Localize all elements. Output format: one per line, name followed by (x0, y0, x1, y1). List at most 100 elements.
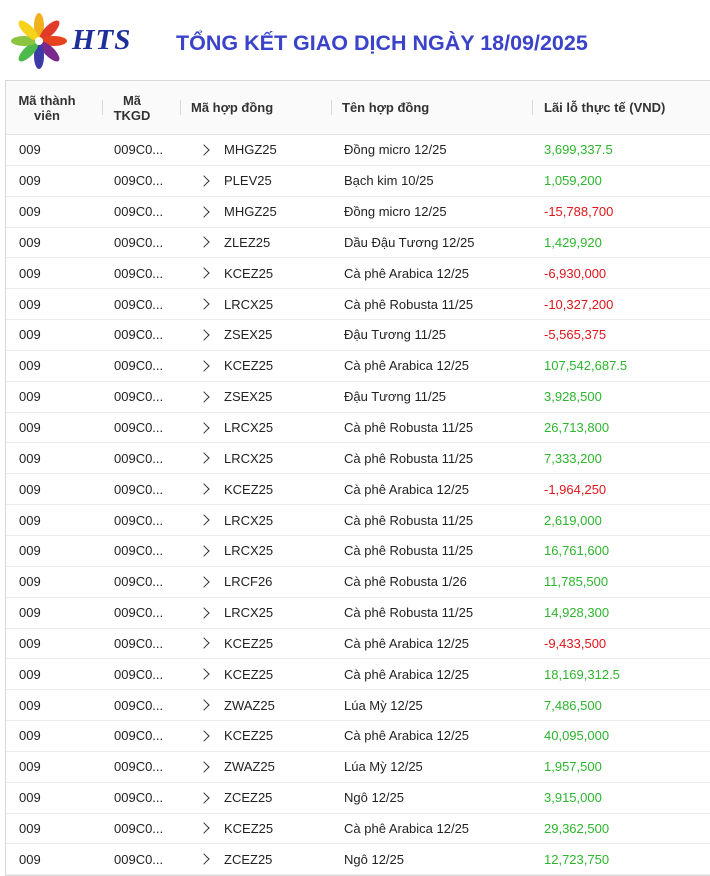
expand-chevron-icon[interactable] (196, 567, 212, 597)
column-header-pnl[interactable]: Lãi lỗ thực tế (VND) (544, 100, 666, 115)
member-code: 009 (19, 265, 41, 281)
contract-code: KCEZ25 (224, 820, 274, 836)
contract-name: Cà phê Robusta 11/25 (344, 420, 474, 436)
account-code: 009C0... (114, 173, 164, 189)
contract-code: MHGZ25 (224, 204, 277, 220)
account-code: 009C0... (114, 481, 164, 497)
expand-chevron-icon[interactable] (196, 351, 212, 381)
contract-code: ZSEX25 (224, 389, 273, 405)
expand-chevron-icon[interactable] (196, 443, 212, 473)
expand-chevron-icon[interactable] (196, 166, 212, 196)
expand-chevron-icon[interactable] (196, 505, 212, 535)
contract-code: LRCX25 (224, 450, 274, 466)
expand-chevron-icon[interactable] (196, 289, 212, 319)
column-header-member[interactable]: Mã thành viên (12, 81, 82, 134)
expand-chevron-icon[interactable] (196, 690, 212, 720)
member-code: 009 (19, 512, 41, 528)
table-row[interactable]: 009 009C0... MHGZ25 Đồng micro 12/25 3,699,3… (6, 135, 710, 166)
table-row[interactable]: 009 009C0... LRCX25 Cà phê Robusta 11/25 14,… (6, 598, 710, 629)
realized-pnl: 3,928,500 (544, 389, 602, 405)
contract-code: ZCEZ25 (224, 851, 273, 867)
column-header-contract-name[interactable]: Tên hợp đồng (342, 100, 430, 115)
table-row[interactable]: 009 009C0... KCEZ25 Cà phê Arabica 12/25 -9,… (6, 629, 710, 660)
contract-name: Lúa Mỳ 12/25 (344, 697, 423, 713)
table-row[interactable]: 009 009C0... KCEZ25 Cà phê Arabica 12/25 -6,… (6, 258, 710, 290)
table-row[interactable]: 009 009C0... KCEZ25 Cà phê Arabica 12/25 29,… (6, 814, 710, 845)
table-row[interactable]: 009 009C0... LRCX25 Cà phê Robusta 11/25 7,3… (6, 443, 710, 475)
table-row[interactable]: 009 009C0... ZCEZ25 Ngô 12/25 12,723,750 (6, 844, 710, 875)
expand-chevron-icon[interactable] (196, 721, 212, 751)
contract-name: Cà phê Robusta 11/25 (344, 450, 474, 466)
expand-chevron-icon[interactable] (196, 659, 212, 689)
table-row[interactable]: 009 009C0... KCEZ25 Cà phê Arabica 12/25 40,… (6, 721, 710, 752)
column-header-account-line1: Mã (122, 92, 142, 108)
member-code: 009 (19, 851, 41, 867)
account-code: 009C0... (114, 358, 164, 374)
realized-pnl: 14,928,300 (544, 605, 610, 621)
realized-pnl: 26,713,800 (544, 420, 610, 436)
expand-chevron-icon[interactable] (196, 598, 212, 628)
column-divider (331, 100, 332, 115)
contract-name: Cà phê Robusta 11/25 (344, 605, 474, 621)
expand-chevron-icon[interactable] (196, 814, 212, 844)
contract-name: Dầu Đậu Tương 12/25 (344, 234, 475, 250)
contract-name: Đậu Tương 11/25 (344, 389, 447, 405)
column-header-contract-code[interactable]: Mã hợp đồng (191, 100, 274, 115)
contract-name: Đồng micro 12/25 (344, 142, 447, 158)
account-code: 009C0... (114, 574, 164, 590)
expand-chevron-icon[interactable] (196, 413, 212, 443)
table-row[interactable]: 009 009C0... ZLEZ25 Dầu Đậu Tương 12/25 1,42… (6, 228, 710, 259)
table-row[interactable]: 009 009C0... ZSEX25 Đậu Tương 11/25 3,928,50… (6, 382, 710, 413)
expand-chevron-icon[interactable] (196, 382, 212, 412)
table-row[interactable]: 009 009C0... MHGZ25 Đồng micro 12/25 -15,788… (6, 197, 710, 228)
expand-chevron-icon[interactable] (196, 783, 212, 813)
expand-chevron-icon[interactable] (196, 752, 212, 782)
account-code: 009C0... (114, 512, 164, 528)
contract-code: ZSEX25 (224, 327, 273, 343)
expand-chevron-icon[interactable] (196, 536, 212, 566)
member-code: 009 (19, 697, 41, 713)
table-row[interactable]: 009 009C0... ZWAZ25 Lúa Mỳ 12/25 1,957,500 (6, 752, 710, 783)
realized-pnl: 12,723,750 (544, 851, 610, 867)
contract-name: Cà phê Robusta 11/25 (344, 543, 474, 559)
member-code: 009 (19, 204, 41, 220)
expand-chevron-icon[interactable] (196, 135, 212, 165)
table-row[interactable]: 009 009C0... ZSEX25 Đậu Tương 11/25 -5,565,3… (6, 320, 710, 351)
account-code: 009C0... (114, 265, 164, 281)
table-row[interactable]: 009 009C0... KCEZ25 Cà phê Arabica 12/25 -1,… (6, 474, 710, 506)
contract-code: MHGZ25 (224, 142, 277, 158)
expand-chevron-icon[interactable] (196, 258, 212, 288)
table-row[interactable]: 009 009C0... LRCF26 Cà phê Robusta 1/26 11,7… (6, 567, 710, 598)
account-code: 009C0... (114, 790, 164, 806)
expand-chevron-icon[interactable] (196, 228, 212, 258)
table-row[interactable]: 009 009C0... LRCX25 Cà phê Robusta 11/25 26,… (6, 413, 710, 444)
table-row[interactable]: 009 009C0... PLEV25 Bạch kim 10/25 1,059,200 (6, 166, 710, 197)
account-code: 009C0... (114, 851, 164, 867)
table-row[interactable]: 009 009C0... ZWAZ25 Lúa Mỳ 12/25 7,486,500 (6, 690, 710, 722)
table-row[interactable]: 009 009C0... LRCX25 Cà phê Robusta 11/25 2,6… (6, 505, 710, 536)
contract-name: Đậu Tương 11/25 (344, 327, 447, 343)
member-code: 009 (19, 234, 41, 250)
table-row[interactable]: 009 009C0... LRCX25 Cà phê Robusta 11/25 16,… (6, 536, 710, 567)
realized-pnl: 11,785,500 (544, 574, 609, 590)
expand-chevron-icon[interactable] (196, 629, 212, 659)
contract-code: ZLEZ25 (224, 234, 271, 250)
trade-summary-table: Mã thành viên Mã TKGD Mã hợp đồng Tên hợp … (5, 80, 710, 876)
expand-chevron-icon[interactable] (196, 320, 212, 350)
realized-pnl: 18,169,312.5 (544, 666, 620, 682)
realized-pnl: -5,565,375 (544, 327, 607, 343)
account-code: 009C0... (114, 234, 164, 250)
table-row[interactable]: 009 009C0... KCEZ25 Cà phê Arabica 12/25 107… (6, 351, 710, 382)
expand-chevron-icon[interactable] (196, 197, 212, 227)
column-header-account-line2: TKGD (113, 107, 151, 123)
expand-chevron-icon[interactable] (196, 844, 212, 874)
realized-pnl: 1,429,920 (544, 234, 602, 250)
table-row[interactable]: 009 009C0... KCEZ25 Cà phê Arabica 12/25 18,… (6, 659, 710, 691)
table-row[interactable]: 009 009C0... LRCX25 Cà phê Robusta 11/25 -10… (6, 289, 710, 321)
contract-name: Cà phê Arabica 12/25 (344, 635, 470, 651)
expand-chevron-icon[interactable] (196, 474, 212, 504)
column-header-account[interactable]: Mã TKGD (106, 81, 158, 134)
contract-name: Cà phê Arabica 12/25 (344, 820, 470, 836)
member-code: 009 (19, 296, 41, 312)
table-row[interactable]: 009 009C0... ZCEZ25 Ngô 12/25 3,915,000 (6, 783, 710, 814)
